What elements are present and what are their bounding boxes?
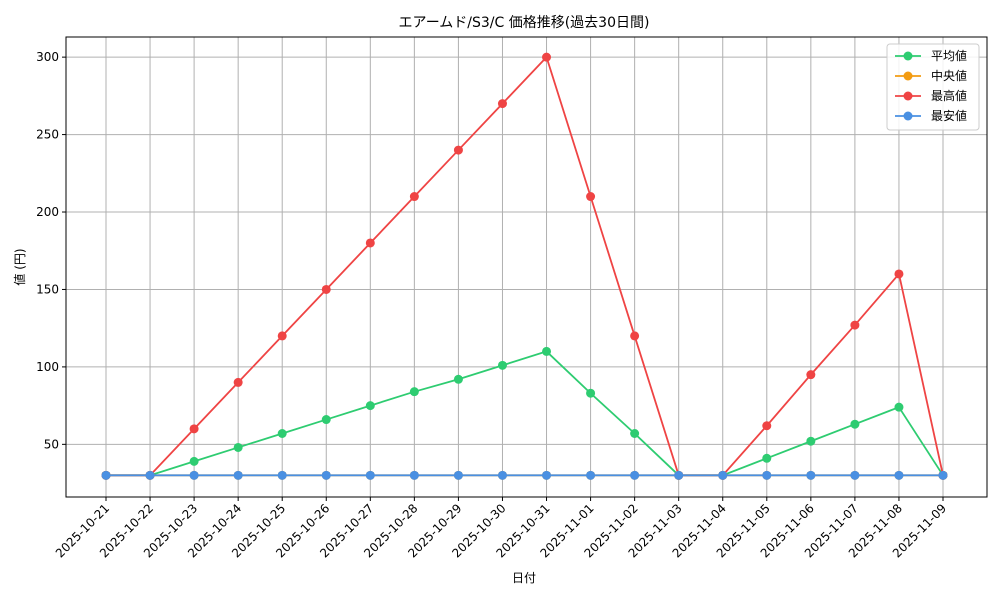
data-point [189,424,199,434]
data-point [542,52,552,62]
legend-label: 最高値 [931,88,967,103]
data-point [277,470,287,480]
series-line [106,55,944,477]
data-point [365,401,375,411]
data-point [321,415,331,425]
y-tick-label: 50 [44,437,59,451]
data-point [586,192,596,202]
data-point [233,470,243,480]
data-point [233,442,243,452]
data-point [718,470,728,480]
y-tick-label: 150 [36,282,59,296]
data-point [542,346,552,356]
y-tick-label: 100 [36,360,59,374]
legend-label: 平均値 [931,48,967,63]
data-point [453,470,463,480]
data-point [542,470,552,480]
legend-label: 最安値 [931,108,967,123]
series-line [106,350,944,477]
data-point [850,470,860,480]
y-tick-label: 200 [36,205,59,219]
data-point [409,192,419,202]
data-point [233,377,243,387]
data-point [277,331,287,341]
data-point [189,456,199,466]
data-point [409,470,419,480]
data-point [894,269,904,279]
series-2 [101,52,948,480]
legend-swatch-marker [903,51,913,61]
data-point [762,453,772,463]
data-point [586,470,596,480]
chart-title: エアームド/S3/C 価格推移(過去30日間) [399,15,650,31]
data-point [321,470,331,480]
data-point [762,421,772,431]
y-tick-label: 300 [36,50,59,64]
data-point [189,470,199,480]
x-axis-ticks: 2025-10-212025-10-222025-10-232025-10-24… [53,497,949,560]
data-point [894,402,904,412]
legend-swatch-marker [903,111,913,121]
data-point [806,436,816,446]
data-point [630,331,640,341]
data-point [497,470,507,480]
data-point [630,470,640,480]
legend-label: 中央値 [931,68,967,83]
data-point [497,360,507,370]
data-point [321,284,331,294]
series-3 [101,470,948,480]
legend-box [886,43,980,131]
y-axis-label: 値 (円) [12,248,27,285]
data-point [806,470,816,480]
data-point [806,370,816,380]
data-point [453,374,463,384]
data-point [365,470,375,480]
data-point [409,387,419,397]
data-point [365,238,375,248]
legend-swatch-marker [903,91,913,101]
data-point [586,388,596,398]
data-point [453,145,463,155]
data-point [277,428,287,438]
legend-swatch-marker [903,71,913,81]
data-point [497,99,507,109]
data-point [762,470,772,480]
grid [66,37,987,497]
data-point [674,470,684,480]
y-tick-label: 250 [36,128,59,142]
x-axis-label: 日付 [512,571,536,585]
series-layer [101,52,948,480]
data-point [145,470,155,480]
data-point [850,320,860,330]
data-point [630,428,640,438]
y-axis-ticks: 50 100 150 200 250 300 [36,50,66,451]
data-point [938,470,948,480]
data-point [101,470,111,480]
plot-frame [65,36,988,498]
data-point [894,470,904,480]
data-point [850,419,860,429]
